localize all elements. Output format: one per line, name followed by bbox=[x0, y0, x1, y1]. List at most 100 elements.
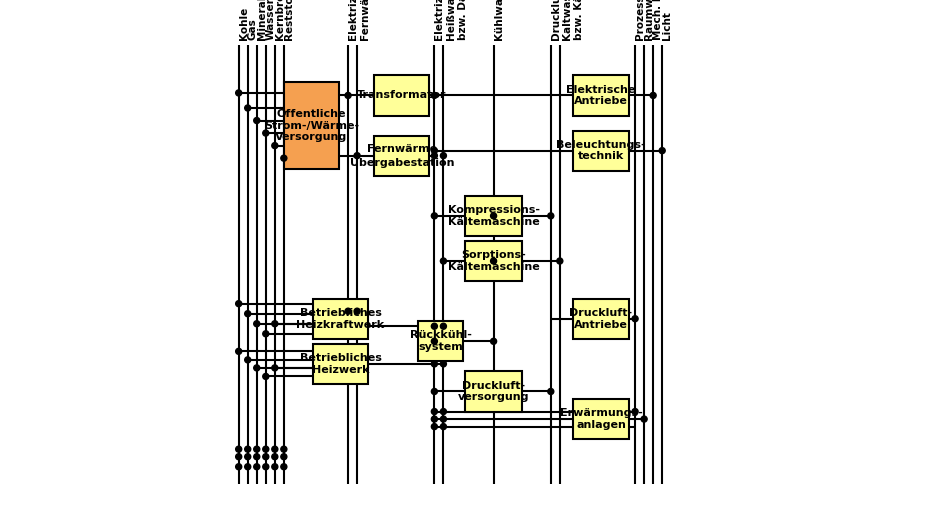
Circle shape bbox=[281, 446, 286, 452]
Text: Elektrische
Antriebe: Elektrische Antriebe bbox=[566, 84, 636, 106]
Circle shape bbox=[236, 348, 241, 354]
Circle shape bbox=[263, 130, 269, 136]
Circle shape bbox=[271, 321, 278, 327]
Text: Druckluft
Kaltwasser
bzw. Kälte: Druckluft Kaltwasser bzw. Kälte bbox=[551, 0, 584, 40]
Text: Erwärmungs-
anlagen: Erwärmungs- anlagen bbox=[560, 408, 642, 430]
Text: Wasser: Wasser bbox=[266, 0, 276, 40]
Circle shape bbox=[641, 416, 647, 422]
Circle shape bbox=[431, 338, 438, 344]
Circle shape bbox=[254, 118, 260, 123]
FancyBboxPatch shape bbox=[313, 298, 368, 339]
Circle shape bbox=[254, 365, 260, 371]
FancyBboxPatch shape bbox=[465, 371, 522, 412]
Text: Mineralöl: Mineralöl bbox=[256, 0, 267, 40]
FancyBboxPatch shape bbox=[465, 241, 522, 281]
Circle shape bbox=[271, 143, 278, 148]
Text: Kühlwasser: Kühlwasser bbox=[494, 0, 503, 40]
FancyBboxPatch shape bbox=[574, 298, 628, 339]
Circle shape bbox=[236, 464, 241, 470]
Circle shape bbox=[271, 454, 278, 460]
Circle shape bbox=[263, 454, 269, 460]
Circle shape bbox=[263, 331, 269, 337]
Circle shape bbox=[440, 423, 446, 430]
Circle shape bbox=[345, 308, 351, 314]
Circle shape bbox=[271, 446, 278, 452]
Circle shape bbox=[490, 213, 497, 219]
Text: Kernbrennstoff: Kernbrennstoff bbox=[275, 0, 285, 40]
Circle shape bbox=[659, 147, 665, 154]
Circle shape bbox=[632, 409, 639, 415]
Circle shape bbox=[245, 454, 251, 460]
Text: Betriebliches
Heizkraftwerk: Betriebliches Heizkraftwerk bbox=[297, 308, 385, 330]
Circle shape bbox=[431, 409, 438, 415]
Circle shape bbox=[431, 147, 438, 154]
Circle shape bbox=[254, 446, 260, 452]
Text: Reststoffe: Reststoffe bbox=[284, 0, 294, 40]
Text: Fernwärme
Übergabestation: Fernwärme Übergabestation bbox=[349, 143, 454, 168]
Circle shape bbox=[354, 153, 361, 159]
Circle shape bbox=[245, 311, 251, 317]
Circle shape bbox=[431, 93, 438, 98]
Text: Elektrizität
Fernwärme: Elektrizität Fernwärme bbox=[348, 0, 370, 40]
Circle shape bbox=[431, 423, 438, 430]
FancyBboxPatch shape bbox=[574, 399, 628, 439]
Text: Öffentliche
Strom-/Wärme-
Versorgung: Öffentliche Strom-/Wärme- Versorgung bbox=[264, 109, 359, 142]
Circle shape bbox=[254, 321, 260, 327]
Circle shape bbox=[557, 258, 562, 264]
FancyBboxPatch shape bbox=[465, 196, 522, 236]
Circle shape bbox=[271, 464, 278, 470]
Circle shape bbox=[632, 316, 639, 322]
Circle shape bbox=[490, 338, 497, 344]
FancyBboxPatch shape bbox=[574, 75, 628, 116]
Circle shape bbox=[431, 213, 438, 219]
Circle shape bbox=[440, 416, 446, 422]
Circle shape bbox=[245, 105, 251, 111]
FancyBboxPatch shape bbox=[284, 81, 339, 169]
Circle shape bbox=[245, 464, 251, 470]
Circle shape bbox=[431, 389, 438, 394]
Circle shape bbox=[254, 454, 260, 460]
Circle shape bbox=[281, 155, 286, 161]
FancyBboxPatch shape bbox=[418, 321, 464, 361]
Circle shape bbox=[245, 357, 251, 363]
FancyBboxPatch shape bbox=[313, 344, 368, 384]
Text: Beleuchtungs-
technik: Beleuchtungs- technik bbox=[556, 140, 646, 161]
Circle shape bbox=[440, 323, 446, 329]
Text: Elektrizität
Heißwasser
bzw. Dampf: Elektrizität Heißwasser bzw. Dampf bbox=[435, 0, 468, 40]
Text: Kompressions-
Kältemaschine: Kompressions- Kältemaschine bbox=[448, 205, 540, 227]
Text: Raumwärme: Raumwärme bbox=[644, 0, 654, 40]
Circle shape bbox=[490, 258, 497, 264]
Circle shape bbox=[271, 365, 278, 371]
Text: Licht: Licht bbox=[662, 11, 672, 40]
Text: Druckluft-
versorgung: Druckluft- versorgung bbox=[458, 381, 530, 402]
Text: Sorptions-
Kältemaschine: Sorptions- Kältemaschine bbox=[448, 250, 540, 272]
Text: Mech. Energie: Mech. Energie bbox=[654, 0, 663, 40]
Circle shape bbox=[236, 446, 241, 452]
Text: Rückkühl-
system: Rückkühl- system bbox=[410, 331, 471, 352]
Circle shape bbox=[263, 464, 269, 470]
Circle shape bbox=[440, 361, 446, 367]
Text: Kohle: Kohle bbox=[239, 7, 249, 40]
Circle shape bbox=[345, 93, 351, 98]
Circle shape bbox=[263, 373, 269, 379]
Circle shape bbox=[547, 213, 554, 219]
Circle shape bbox=[440, 409, 446, 415]
Circle shape bbox=[440, 153, 446, 159]
Circle shape bbox=[263, 446, 269, 452]
Text: Druckluft-
Antriebe: Druckluft- Antriebe bbox=[569, 308, 633, 330]
FancyBboxPatch shape bbox=[374, 75, 429, 116]
Text: Betriebliches
Heizwerk: Betriebliches Heizwerk bbox=[300, 353, 381, 375]
FancyBboxPatch shape bbox=[374, 136, 429, 176]
Circle shape bbox=[236, 454, 241, 460]
FancyBboxPatch shape bbox=[574, 131, 628, 170]
Circle shape bbox=[650, 93, 656, 98]
Circle shape bbox=[431, 361, 438, 367]
Circle shape bbox=[254, 464, 260, 470]
Circle shape bbox=[440, 258, 446, 264]
Circle shape bbox=[547, 389, 554, 394]
Circle shape bbox=[245, 446, 251, 452]
Circle shape bbox=[281, 454, 286, 460]
Circle shape bbox=[431, 153, 438, 159]
Circle shape bbox=[236, 301, 241, 307]
Circle shape bbox=[354, 308, 361, 314]
